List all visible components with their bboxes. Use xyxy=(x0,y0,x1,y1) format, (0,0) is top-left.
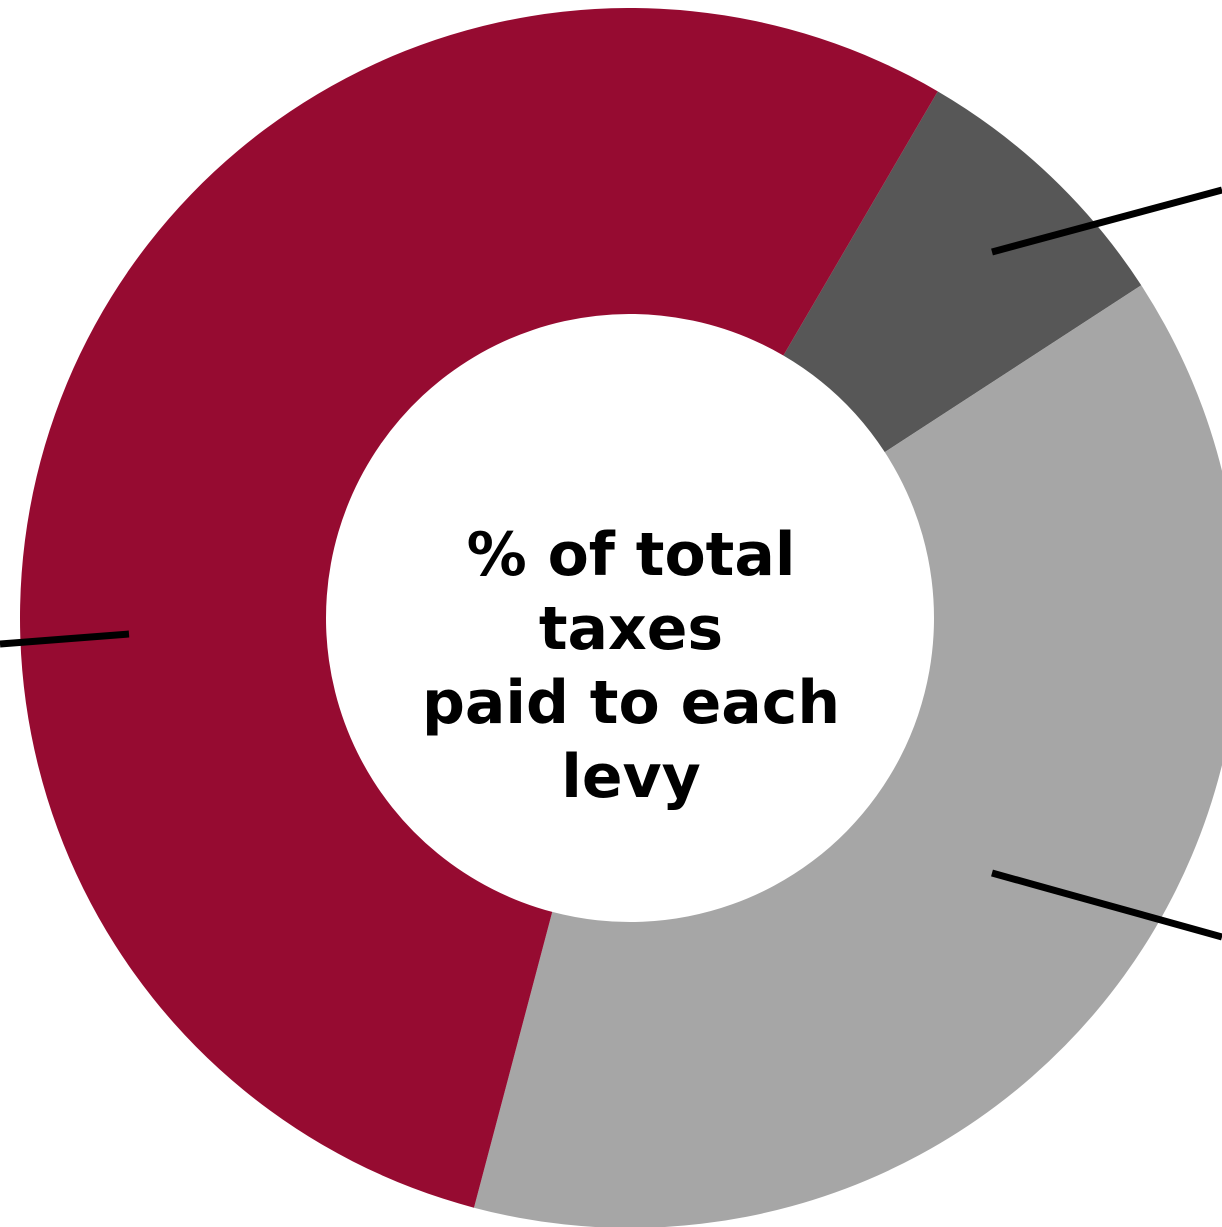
slice-light-gray xyxy=(473,285,1222,1227)
center-title-line-2: paid to each xyxy=(421,668,841,738)
leader-line-light-gray xyxy=(991,869,1222,941)
chart-center-title: % of total taxes paid to each levy xyxy=(376,518,886,814)
leader-line-crimson xyxy=(0,630,130,648)
slice-dark-gray xyxy=(783,91,1142,453)
leader-lines xyxy=(0,186,1222,941)
slice-crimson xyxy=(19,8,938,1208)
donut-slices xyxy=(19,8,1222,1227)
leader-line-dark-gray xyxy=(991,186,1222,256)
center-title-line-3: levy xyxy=(561,742,701,812)
center-title-line-1: % of total taxes xyxy=(466,520,796,664)
